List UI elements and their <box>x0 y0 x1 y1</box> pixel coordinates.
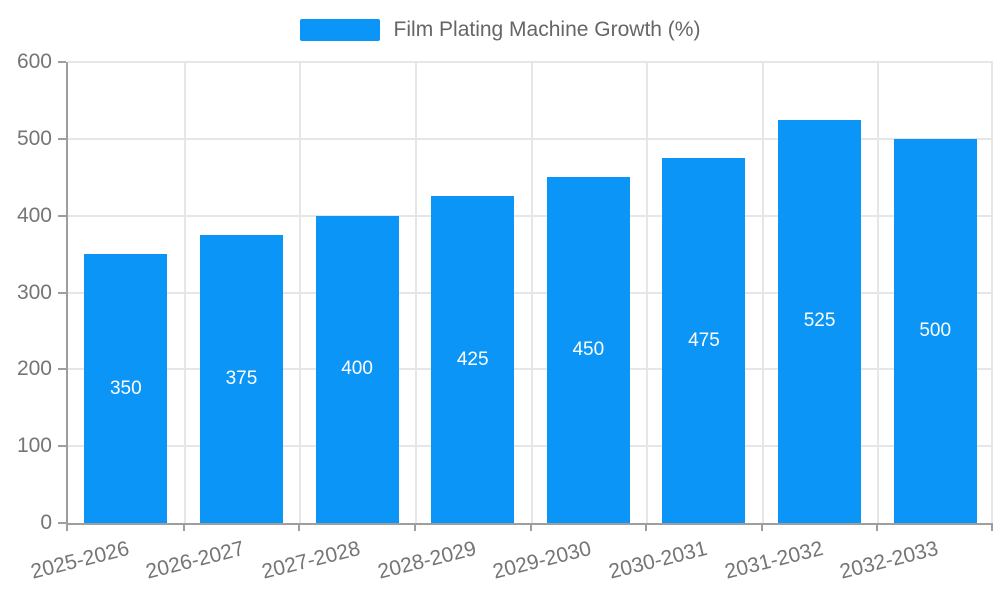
x-axis-tick <box>645 523 647 531</box>
bar[interactable]: 500 <box>893 138 977 523</box>
bar-value-label: 450 <box>572 339 605 361</box>
y-axis-label: 300 <box>16 280 52 304</box>
x-gridline <box>415 62 417 523</box>
x-axis-label: 2029-2030 <box>490 537 594 584</box>
bar[interactable]: 350 <box>84 254 168 523</box>
y-axis-label: 400 <box>16 203 52 227</box>
y-axis-tick <box>58 137 66 140</box>
bar-value-label: 425 <box>456 348 489 370</box>
plot-area: 0 100 200 300 400 500 600 350 375 400 425 450 475 525… <box>17 50 993 584</box>
x-axis-tick <box>876 523 878 531</box>
bar[interactable]: 475 <box>662 158 746 523</box>
legend-label: Film Plating Machine Growth (%) <box>393 18 701 41</box>
y-axis-tick <box>58 291 66 294</box>
y-axis-tick <box>58 445 66 448</box>
legend-item[interactable]: Film Plating Machine Growth (%) <box>0 18 1000 42</box>
x-axis-tick <box>66 523 68 531</box>
x-axis-label: 2026-2027 <box>143 537 248 584</box>
y-axis-tick <box>58 214 66 217</box>
bar[interactable]: 375 <box>199 234 283 523</box>
bar-value-label: 500 <box>919 319 952 341</box>
x-axis-tick <box>530 523 532 531</box>
bar-value-label: 350 <box>109 377 142 399</box>
x-axis-label: 2031-2032 <box>722 537 826 584</box>
y-axis-tick <box>58 61 66 63</box>
bar-value-label: 525 <box>803 310 836 332</box>
y-axis-label: 600 <box>16 50 52 73</box>
x-axis-tick <box>183 523 185 531</box>
y-axis-label: 0 <box>40 511 52 534</box>
bar[interactable]: 425 <box>431 196 515 523</box>
bar-value-label: 475 <box>688 329 720 351</box>
x-axis-tick <box>991 523 993 531</box>
x-axis-label: 2032-2033 <box>837 537 941 584</box>
x-axis-label: 2025-2026 <box>28 537 132 584</box>
y-gridline <box>68 368 993 371</box>
x-gridline <box>184 62 186 523</box>
bar-value-label: 400 <box>341 358 373 380</box>
y-gridline <box>68 137 993 140</box>
y-gridline <box>68 214 993 217</box>
x-axis-label: 2028-2029 <box>375 537 479 584</box>
y-axis-label: 100 <box>16 434 52 458</box>
bar[interactable]: 400 <box>315 215 399 523</box>
x-axis-label: 2030-2031 <box>606 537 710 584</box>
bar[interactable]: 450 <box>546 177 630 523</box>
y-axis-label: 500 <box>16 126 52 150</box>
x-gridline <box>299 62 301 523</box>
bar[interactable]: 525 <box>778 119 862 523</box>
legend-swatch <box>299 19 380 41</box>
y-gridline <box>68 445 993 448</box>
y-axis-label: 200 <box>16 357 52 381</box>
x-axis-tick <box>298 523 300 531</box>
x-gridline <box>531 62 533 523</box>
x-gridline <box>646 62 648 523</box>
y-axis-tick <box>58 522 66 524</box>
y-axis-tick <box>58 368 66 371</box>
x-gridline <box>877 62 879 523</box>
x-axis-label: 2027-2028 <box>259 537 363 584</box>
x-gridline <box>991 62 993 523</box>
x-axis-tick <box>414 523 416 531</box>
y-gridline <box>68 291 993 294</box>
x-axis-tick <box>761 523 763 531</box>
y-gridline <box>68 61 993 63</box>
bar-value-label: 375 <box>225 367 258 389</box>
x-gridline <box>762 62 764 523</box>
